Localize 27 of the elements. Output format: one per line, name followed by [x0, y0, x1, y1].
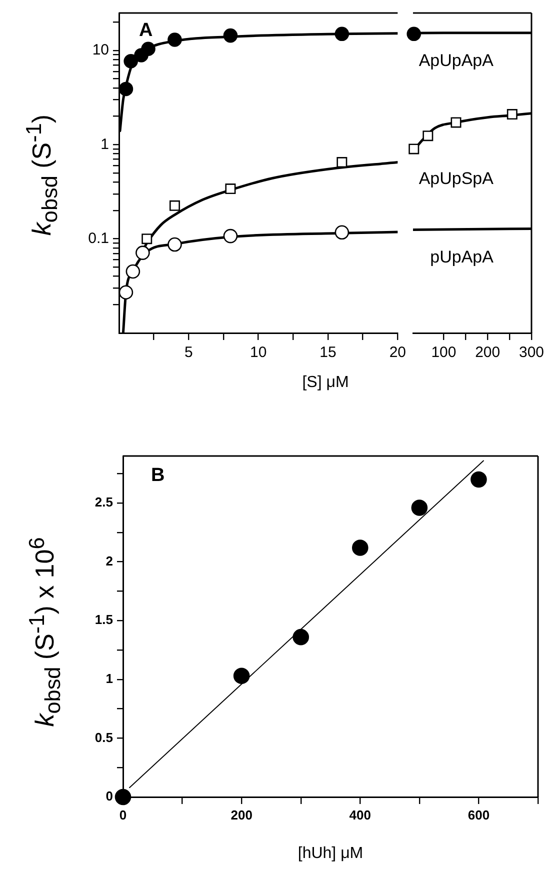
y-tick-label: 0 [106, 788, 113, 804]
y-tick-label: 1 [100, 136, 109, 153]
x-tick-label: 10 [250, 344, 267, 362]
x-tick-label: 400 [349, 807, 371, 822]
y-tick-label: 0.1 [88, 230, 109, 247]
series-label: ApUpApA [418, 50, 494, 70]
series-label: ApUpSpA [418, 168, 494, 188]
series-label: pUpApA [430, 247, 494, 266]
y-tick-label: 1.5 [94, 612, 113, 628]
y-tick-label: 10 [92, 42, 109, 59]
x-tick-label: 200 [475, 344, 500, 362]
x-tick-label: 100 [431, 344, 456, 362]
x-tick-label: 20 [389, 344, 406, 362]
y-tick-label: 2.5 [94, 494, 113, 510]
x-tick-label: 0 [119, 807, 127, 822]
x-tick-label: 600 [468, 807, 490, 822]
x-tick-label: 300 [518, 344, 544, 362]
annotation: B [151, 465, 165, 486]
y-tick-label: 1 [106, 670, 113, 686]
x-tick-label: 200 [230, 807, 252, 822]
y-tick-label: 2 [106, 553, 113, 568]
x-axis-title: [S] μM [301, 374, 350, 392]
x-axis-title: [hUh] μM [296, 845, 364, 863]
x-tick-label: 5 [184, 344, 193, 362]
annotation: A [139, 20, 153, 42]
y-tick-label: 0.5 [94, 730, 113, 745]
x-tick-label: 15 [320, 344, 336, 362]
